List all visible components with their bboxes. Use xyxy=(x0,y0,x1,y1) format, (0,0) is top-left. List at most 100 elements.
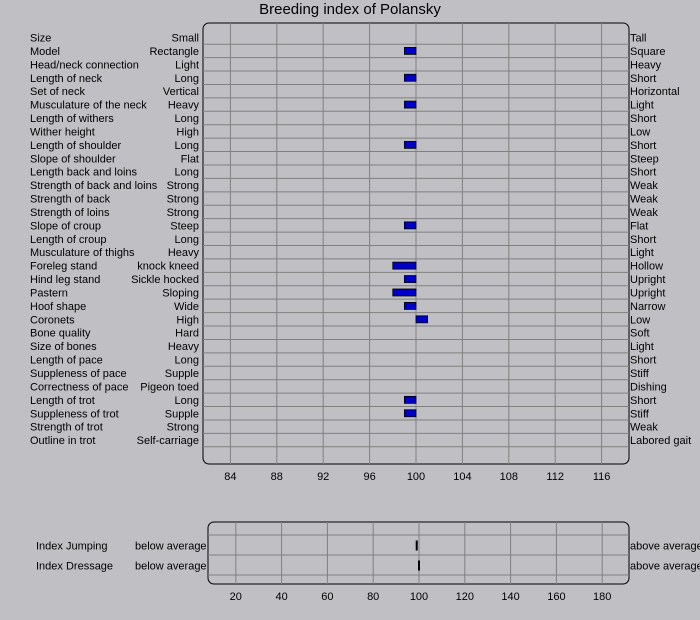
index-bar xyxy=(403,221,417,230)
trait-high-label: Weak xyxy=(630,207,658,219)
trait-low-label: Heavy xyxy=(168,247,200,259)
trait-high-label: Low xyxy=(630,126,650,138)
index-high-label: above average xyxy=(630,541,700,553)
trait-name: Wither height xyxy=(30,126,95,138)
trait-name: Foreleg stand xyxy=(30,261,97,273)
trait-high-label: Upright xyxy=(630,274,665,286)
trait-name: Correctness of pace xyxy=(30,381,128,393)
trait-low-label: Pigeon toed xyxy=(140,381,199,393)
trait-low-label: Strong xyxy=(167,422,199,434)
index-bar xyxy=(403,301,417,310)
trait-high-label: Light xyxy=(630,247,654,259)
chart-title: Breeding index of Polansky xyxy=(259,1,441,18)
trait-low-label: Long xyxy=(175,73,199,85)
trait-name: Musculature of the neck xyxy=(30,100,147,112)
x-tick-label: 160 xyxy=(547,591,565,603)
trait-high-label: Short xyxy=(630,167,656,179)
index-marker xyxy=(415,540,418,551)
trait-name: Strength of loins xyxy=(30,207,110,219)
index-name: Index Jumping xyxy=(36,541,108,553)
x-tick-label: 116 xyxy=(593,471,611,483)
trait-name: Model xyxy=(30,46,60,58)
trait-name: Length of neck xyxy=(30,73,103,85)
trait-name: Length back and loins xyxy=(30,167,138,179)
trait-low-label: Small xyxy=(171,33,199,45)
trait-high-label: Dishing xyxy=(630,381,667,393)
trait-high-label: Hollow xyxy=(630,261,663,273)
trait-name: Length of croup xyxy=(30,234,106,246)
trait-low-label: Heavy xyxy=(168,341,200,353)
trait-high-label: Heavy xyxy=(630,59,662,71)
x-tick-label: 84 xyxy=(224,471,236,483)
trait-low-label: Wide xyxy=(174,301,199,313)
x-tick-label: 40 xyxy=(275,591,287,603)
trait-high-label: Labored gait xyxy=(630,435,691,447)
trait-low-label: Sloping xyxy=(162,287,199,299)
x-tick-label: 92 xyxy=(317,471,329,483)
index-low-label: below average xyxy=(135,561,207,573)
trait-high-label: Tall xyxy=(630,33,647,45)
x-tick-label: 96 xyxy=(363,471,375,483)
trait-low-label: Long xyxy=(175,140,199,152)
index-bar xyxy=(403,409,417,418)
trait-low-label: Heavy xyxy=(168,100,200,112)
x-tick-label: 60 xyxy=(321,591,333,603)
x-tick-label: 140 xyxy=(501,591,519,603)
trait-high-label: Light xyxy=(630,100,654,112)
trait-name: Slope of croup xyxy=(30,220,101,232)
trait-name: Strength of trot xyxy=(30,422,103,434)
trait-high-label: Horizontal xyxy=(630,86,680,98)
trait-high-label: Upright xyxy=(630,287,665,299)
trait-high-label: Weak xyxy=(630,194,658,206)
trait-low-label: Vertical xyxy=(163,86,199,98)
trait-low-label: Flat xyxy=(181,153,199,165)
index-bar xyxy=(403,73,417,82)
index-name: Index Dressage xyxy=(36,561,113,573)
trait-high-label: Short xyxy=(630,73,656,85)
trait-high-label: Stiff xyxy=(630,408,650,420)
trait-high-label: Short xyxy=(630,140,656,152)
index-high-label: above average xyxy=(630,561,700,573)
trait-name: Length of trot xyxy=(30,395,95,407)
trait-name: Head/neck connection xyxy=(30,59,139,71)
trait-low-label: Rectangle xyxy=(149,46,199,58)
trait-low-label: Strong xyxy=(167,180,199,192)
trait-low-label: Long xyxy=(175,355,199,367)
trait-high-label: Weak xyxy=(630,180,658,192)
trait-low-label: knock kneed xyxy=(137,261,199,273)
x-tick-label: 80 xyxy=(367,591,379,603)
trait-name: Length of shoulder xyxy=(30,140,121,152)
index-bar xyxy=(403,47,417,55)
x-tick-label: 20 xyxy=(230,591,242,603)
trait-high-label: Short xyxy=(630,395,656,407)
trait-name: Coronets xyxy=(30,314,75,326)
trait-name: Strength of back xyxy=(30,194,111,206)
index-bar xyxy=(403,395,417,404)
trait-high-label: Low xyxy=(630,314,650,326)
trait-high-label: Weak xyxy=(630,422,658,434)
x-tick-label: 120 xyxy=(456,591,474,603)
trait-name: Size xyxy=(30,33,51,45)
trait-low-label: Long xyxy=(175,395,199,407)
index-bar xyxy=(403,100,417,109)
trait-low-label: Self-carriage xyxy=(137,435,199,447)
index-bar xyxy=(392,261,417,270)
trait-name: Slope of shoulder xyxy=(30,153,116,165)
trait-high-label: Square xyxy=(630,46,665,58)
x-tick-label: 112 xyxy=(546,471,564,483)
trait-name: Length of pace xyxy=(30,355,103,367)
trait-name: Suppleness of pace xyxy=(30,368,127,380)
trait-name: Pastern xyxy=(30,287,68,299)
index-bar xyxy=(392,288,417,297)
x-tick-label: 104 xyxy=(453,471,471,483)
trait-high-label: Short xyxy=(630,234,656,246)
trait-low-label: Supple xyxy=(165,408,199,420)
trait-low-label: High xyxy=(176,314,199,326)
trait-low-label: Strong xyxy=(167,207,199,219)
trait-name: Hind leg stand xyxy=(30,274,100,286)
trait-high-label: Flat xyxy=(630,220,648,232)
trait-high-label: Short xyxy=(630,113,656,125)
index-bar xyxy=(403,140,417,149)
trait-high-label: Soft xyxy=(630,328,650,340)
trait-high-label: Stiff xyxy=(630,368,650,380)
